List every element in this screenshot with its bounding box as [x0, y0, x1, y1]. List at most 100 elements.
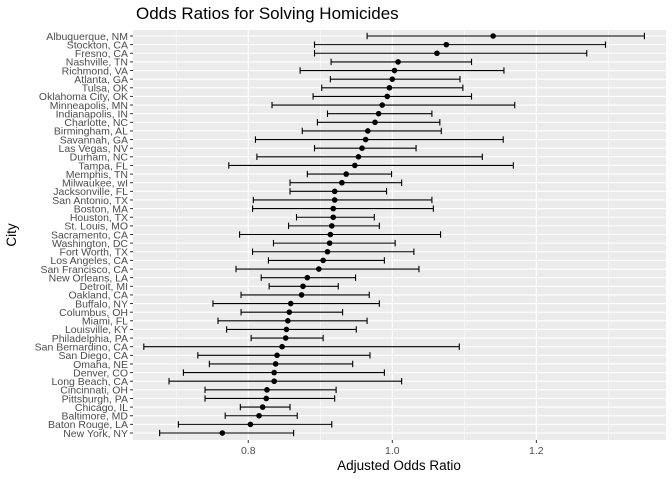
error-bars: [143, 32, 645, 437]
y-tick-label: Charlotte, NC: [64, 117, 128, 129]
error-bar: [182, 369, 385, 376]
data-point: [320, 257, 326, 264]
y-tick-label: Los Angeles, CA: [50, 255, 128, 267]
y-tick-label: Louisville, KY: [65, 324, 128, 336]
error-bar: [299, 67, 505, 74]
y-tick-label: Boston, MA: [74, 203, 128, 215]
y-tick-label: Philadelphia, PA: [52, 333, 128, 345]
error-bar: [316, 119, 441, 126]
y-tick-label: Memphis, TN: [66, 169, 128, 181]
y-axis-title: City: [4, 223, 19, 246]
y-tick-label: New Orleans, LA: [49, 272, 128, 284]
y-tick-label: Indianapolis, IN: [56, 108, 128, 120]
error-bar: [217, 317, 368, 325]
error-bar: [312, 93, 473, 100]
data-point: [386, 84, 393, 91]
error-bar: [168, 378, 403, 385]
data-point: [298, 292, 305, 298]
error-bar: [271, 101, 516, 109]
error-bar: [252, 248, 415, 255]
y-tick-label: Chicago, IL: [75, 402, 128, 414]
error-bar: [272, 239, 396, 247]
y-tick-label: Buffalo, NY: [75, 298, 128, 310]
x-axis-ticks: 0.8 1.0 1.2: [241, 440, 544, 457]
data-point: [391, 67, 398, 74]
error-bar: [252, 205, 434, 212]
error-bar: [239, 231, 442, 238]
data-point: [395, 59, 401, 65]
data-point: [330, 205, 337, 212]
data-point: [434, 50, 440, 57]
error-bar: [289, 179, 403, 186]
y-tick-label: Sacramento, CA: [51, 229, 128, 241]
data-point: [263, 395, 270, 402]
error-bar: [254, 136, 504, 143]
error-bar: [321, 84, 464, 91]
data-point: [372, 119, 378, 126]
error-bar: [204, 395, 336, 402]
error-bar: [159, 429, 295, 437]
y-tick-label: Denver, CO: [73, 367, 128, 379]
y-tick-label: Washington, DC: [52, 238, 128, 250]
data-point: [389, 76, 396, 82]
data-point: [300, 283, 306, 290]
data-point: [264, 387, 270, 393]
error-bar: [240, 291, 370, 299]
data-point: [355, 154, 362, 160]
y-tick-label: Baltimore, MD: [61, 411, 128, 423]
y-tick-label: Miami, FL: [82, 316, 128, 328]
data-point: [330, 214, 337, 221]
data-point: [343, 171, 350, 177]
y-tick-label: Houston, TX: [70, 212, 128, 224]
error-bar: [329, 75, 461, 83]
data-point: [285, 318, 291, 324]
error-bar: [235, 265, 420, 273]
x-tick-label: 0.8: [241, 445, 256, 457]
chart-title: Odds Ratios for Solving Homicides: [136, 4, 399, 23]
y-tick-label: Cincinnati, OH: [60, 385, 128, 397]
data-point: [256, 412, 262, 419]
error-bar: [252, 196, 433, 204]
data-point: [274, 352, 280, 359]
data-point: [286, 309, 293, 315]
error-bar: [256, 153, 483, 161]
y-tick-label: Albuquerque, NM: [46, 31, 128, 43]
y-tick-label: Fresno, CA: [75, 48, 128, 60]
x-tick-label: 1.0: [385, 445, 400, 457]
data-point: [384, 93, 391, 100]
x-axis-title: Adjusted Odds Ratio: [337, 458, 461, 473]
y-tick-label: Columbus, OH: [59, 307, 128, 319]
y-tick-label: Durham, NC: [70, 152, 129, 164]
data-point: [362, 136, 369, 143]
y-tick-label: Oakland, CA: [68, 290, 128, 302]
data-point: [247, 421, 254, 428]
y-tick-label: Birmingham, AL: [54, 126, 128, 138]
y-tick-label: New York, NY: [63, 428, 128, 440]
error-bar: [301, 127, 442, 135]
data-point: [339, 179, 345, 186]
data-point: [219, 430, 226, 436]
y-tick-label: Tulsa, OK: [82, 83, 128, 95]
data-point: [271, 378, 277, 385]
data-point: [327, 231, 334, 238]
y-tick-label: Oklahoma City, OK: [39, 91, 128, 103]
error-bar: [313, 144, 417, 152]
y-axis-ticks: [130, 35, 133, 434]
error-bar: [197, 352, 371, 359]
data-point: [324, 248, 331, 255]
error-bar: [212, 300, 380, 307]
error-bar: [204, 386, 337, 394]
y-tick-label: Atlanta, GA: [74, 74, 128, 86]
data-point: [316, 266, 322, 272]
data-point: [272, 361, 279, 367]
data-point: [271, 369, 277, 376]
y-tick-label: Baton Rouge, LA: [48, 419, 128, 431]
y-tick-label: Tampa, FL: [78, 160, 128, 172]
error-bar: [226, 326, 357, 333]
y-tick-label: Fort Worth, TX: [60, 247, 128, 259]
y-tick-label: St. Louis, MO: [64, 221, 128, 233]
data-point: [375, 110, 382, 117]
error-bar: [366, 32, 645, 40]
